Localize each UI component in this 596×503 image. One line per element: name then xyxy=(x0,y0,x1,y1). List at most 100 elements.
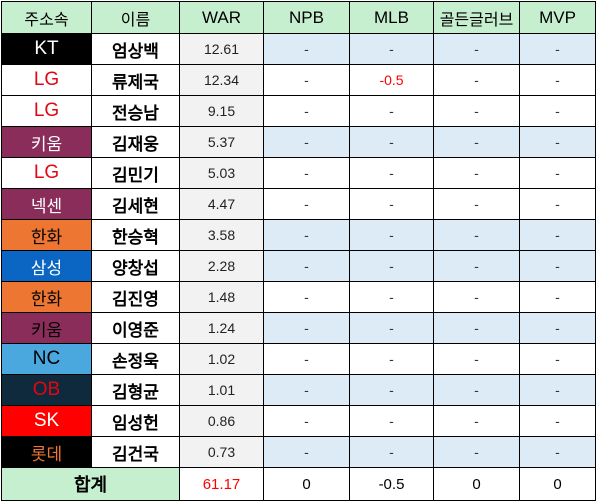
total-mlb: -0.5 xyxy=(349,467,434,501)
player-name-cell: 류제국 xyxy=(91,64,180,96)
table-row: OB 김형균 1.01- - - - xyxy=(1,374,596,406)
team-cell: 한화 xyxy=(1,281,92,313)
team-cell: 넥센 xyxy=(1,188,92,220)
total-npb: 0 xyxy=(263,467,350,501)
npb-cell: - xyxy=(263,126,350,158)
team-cell: 롯데 xyxy=(1,436,92,468)
mlb-cell: - xyxy=(349,157,434,189)
golden-glove-cell: - xyxy=(433,33,520,65)
npb-cell: - xyxy=(263,64,350,96)
npb-cell: - xyxy=(263,157,350,189)
player-name-cell: 김건국 xyxy=(91,436,180,468)
mlb-cell: - xyxy=(349,188,434,220)
total-row: 합계 61.17 0 -0.5 0 0 xyxy=(1,467,596,501)
mlb-cell: - xyxy=(349,343,434,375)
war-cell: 1.01 xyxy=(179,374,264,406)
mvp-cell: - xyxy=(519,436,596,468)
golden-glove-cell: - xyxy=(433,436,520,468)
mvp-cell: - xyxy=(519,405,596,437)
war-cell: 5.03 xyxy=(179,157,264,189)
golden-glove-cell: - xyxy=(433,374,520,406)
golden-glove-cell: - xyxy=(433,157,520,189)
war-cell: 9.15 xyxy=(179,95,264,127)
header-mvp: MVP xyxy=(519,1,596,34)
player-name-cell: 임성헌 xyxy=(91,405,180,437)
war-cell: 5.37 xyxy=(179,126,264,158)
mvp-cell: - xyxy=(519,343,596,375)
mlb-cell: -0.5 xyxy=(349,64,434,96)
mvp-cell: - xyxy=(519,312,596,344)
header-name: 이름 xyxy=(91,1,180,34)
mvp-cell: - xyxy=(519,250,596,282)
table-row: 한화 한승혁 3.58- - - - xyxy=(1,219,596,251)
total-golden-glove: 0 xyxy=(433,467,520,501)
npb-cell: - xyxy=(263,95,350,127)
table-row: LG 전승남 9.15- - - - xyxy=(1,95,596,127)
header-golden-glove: 골든글러브 xyxy=(433,1,520,34)
team-cell: 키움 xyxy=(1,312,92,344)
table-row: LG 류제국 12.34- -0.5- - xyxy=(1,64,596,96)
npb-cell: - xyxy=(263,281,350,313)
golden-glove-cell: - xyxy=(433,219,520,251)
total-label: 합계 xyxy=(1,467,180,501)
mvp-cell: - xyxy=(519,281,596,313)
header-npb: NPB xyxy=(263,1,350,34)
mlb-cell: - xyxy=(349,436,434,468)
mlb-cell: - xyxy=(349,33,434,65)
team-cell: 한화 xyxy=(1,219,92,251)
golden-glove-cell: - xyxy=(433,343,520,375)
player-name-cell: 김민기 xyxy=(91,157,180,189)
table-row: 한화 김진영 1.48- - - - xyxy=(1,281,596,313)
npb-cell: - xyxy=(263,219,350,251)
npb-cell: - xyxy=(263,250,350,282)
header-team: 주소속 xyxy=(1,1,92,34)
mvp-cell: - xyxy=(519,64,596,96)
mvp-cell: - xyxy=(519,374,596,406)
golden-glove-cell: - xyxy=(433,64,520,96)
war-cell: 1.02 xyxy=(179,343,264,375)
mlb-cell: - xyxy=(349,95,434,127)
team-cell: 키움 xyxy=(1,126,92,158)
header-mlb: MLB xyxy=(349,1,434,34)
table-row: 삼성 양창섭 2.28- - - - xyxy=(1,250,596,282)
golden-glove-cell: - xyxy=(433,188,520,220)
war-cell: 0.86 xyxy=(179,405,264,437)
npb-cell: - xyxy=(263,405,350,437)
header-war: WAR xyxy=(179,1,264,34)
player-name-cell: 한승혁 xyxy=(91,219,180,251)
npb-cell: - xyxy=(263,312,350,344)
player-name-cell: 김재웅 xyxy=(91,126,180,158)
player-name-cell: 이영준 xyxy=(91,312,180,344)
mvp-cell: - xyxy=(519,95,596,127)
mlb-cell: - xyxy=(349,126,434,158)
golden-glove-cell: - xyxy=(433,405,520,437)
team-cell: 삼성 xyxy=(1,250,92,282)
player-name-cell: 김세현 xyxy=(91,188,180,220)
war-cell: 1.48 xyxy=(179,281,264,313)
golden-glove-cell: - xyxy=(433,95,520,127)
table-row: 키움 김재웅 5.37- - - - xyxy=(1,126,596,158)
player-name-cell: 김진영 xyxy=(91,281,180,313)
player-name-cell: 김형균 xyxy=(91,374,180,406)
team-cell: NC xyxy=(1,343,92,375)
mlb-cell: - xyxy=(349,312,434,344)
player-name-cell: 양창섭 xyxy=(91,250,180,282)
team-cell: LG xyxy=(1,157,92,189)
war-cell: 4.47 xyxy=(179,188,264,220)
golden-glove-cell: - xyxy=(433,312,520,344)
player-name-cell: 엄상백 xyxy=(91,33,180,65)
golden-glove-cell: - xyxy=(433,126,520,158)
team-cell: SK xyxy=(1,405,92,437)
table-row: 롯데 김건국 0.73- - - - xyxy=(1,436,596,468)
npb-cell: - xyxy=(263,374,350,406)
npb-cell: - xyxy=(263,33,350,65)
war-cell: 2.28 xyxy=(179,250,264,282)
mlb-cell: - xyxy=(349,374,434,406)
table-row: 넥센 김세현 4.47- - - - xyxy=(1,188,596,220)
mlb-cell: - xyxy=(349,219,434,251)
golden-glove-cell: - xyxy=(433,250,520,282)
war-cell: 0.73 xyxy=(179,436,264,468)
npb-cell: - xyxy=(263,436,350,468)
table-row: LG 김민기 5.03- - - - xyxy=(1,157,596,189)
war-cell: 3.58 xyxy=(179,219,264,251)
